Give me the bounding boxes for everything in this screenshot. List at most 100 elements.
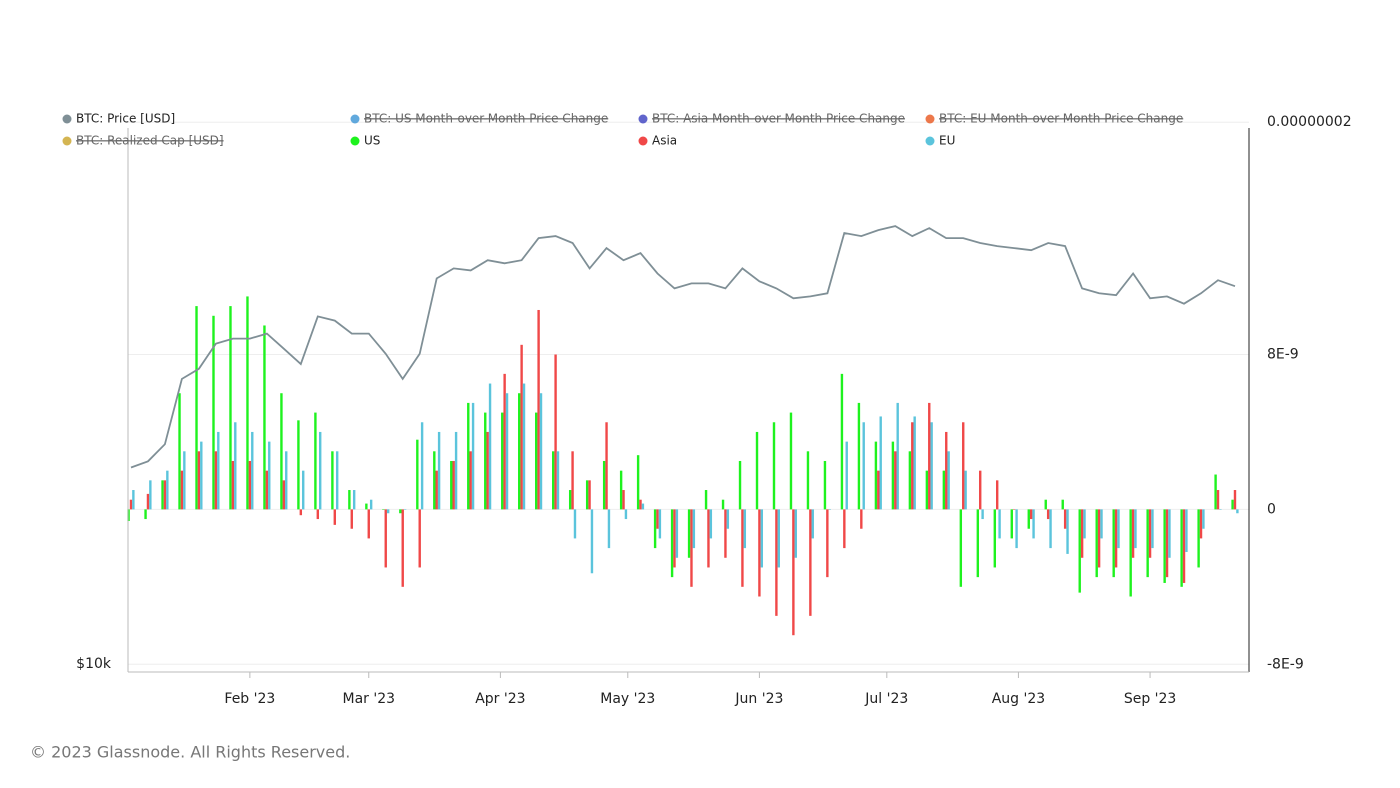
legend-label[interactable]: BTC: US Month-over-Month Price Change <box>364 112 608 126</box>
bar <box>178 393 181 510</box>
bar <box>1151 509 1154 549</box>
bar <box>573 509 577 539</box>
bar <box>200 441 203 510</box>
x-tick-label: Apr '23 <box>475 691 525 707</box>
bar <box>979 470 982 510</box>
bar <box>1095 509 1098 578</box>
bar <box>1129 509 1132 597</box>
bar <box>860 509 863 529</box>
bar <box>809 509 812 616</box>
bar <box>1134 509 1137 549</box>
bar <box>1066 509 1069 554</box>
bar <box>539 393 543 510</box>
bar <box>964 470 967 510</box>
bar <box>687 509 691 558</box>
bar <box>862 422 865 510</box>
bar <box>636 455 640 510</box>
bar <box>1012 509 1016 510</box>
y2-tick-label: -8E-9 <box>1267 656 1304 672</box>
bar <box>234 422 237 510</box>
bar <box>129 499 133 510</box>
bar <box>894 451 897 510</box>
bar <box>945 431 948 510</box>
bar <box>1117 509 1120 549</box>
bar <box>775 509 778 616</box>
bar <box>471 402 475 510</box>
bar <box>1080 509 1084 558</box>
x-tick-label: Jun '23 <box>734 691 783 707</box>
bar <box>568 490 572 510</box>
y2-tick-label: 0 <box>1267 501 1276 517</box>
bar <box>403 509 407 510</box>
legend-label[interactable]: BTC: Realized Cap [USD] <box>76 134 224 148</box>
bar <box>755 431 759 510</box>
x-tick-label: Aug '23 <box>992 691 1045 707</box>
bar <box>1231 499 1234 510</box>
bar <box>619 470 623 510</box>
bar <box>197 451 201 510</box>
bar <box>454 431 458 510</box>
bar <box>585 480 589 510</box>
bar <box>505 393 509 510</box>
bar <box>551 451 555 510</box>
legend-label[interactable]: BTC: EU Month-over-Month Price Change <box>939 112 1183 126</box>
bar <box>721 499 725 510</box>
legend-label[interactable]: BTC: Price [USD] <box>76 112 175 126</box>
bar <box>280 393 283 510</box>
bar <box>367 509 370 539</box>
bar <box>1112 509 1115 578</box>
legend-label[interactable]: Asia <box>652 134 677 148</box>
bar <box>1182 509 1186 583</box>
bar <box>369 499 373 510</box>
bar <box>1216 490 1220 510</box>
bar <box>777 509 780 568</box>
bars <box>127 296 1239 636</box>
bar <box>486 431 489 510</box>
bar <box>180 470 184 510</box>
bar <box>263 325 266 510</box>
bar <box>161 480 164 510</box>
bar <box>928 402 931 510</box>
bar <box>333 509 336 525</box>
bar <box>874 441 878 510</box>
bar <box>1032 509 1035 539</box>
bar <box>127 509 130 521</box>
bar <box>743 509 747 549</box>
legend: BTC: Price [USD] BTC: US Month-over-Month… <box>62 112 1183 148</box>
bar <box>930 422 933 510</box>
bar <box>1010 509 1013 539</box>
legend-label[interactable]: US <box>364 134 380 148</box>
bar <box>1063 509 1067 529</box>
bar <box>758 509 761 597</box>
bar <box>704 490 708 510</box>
bar <box>503 373 506 510</box>
bar <box>1199 509 1203 539</box>
bar <box>144 509 147 520</box>
bar <box>760 509 764 568</box>
bar <box>316 509 320 520</box>
bar <box>285 451 288 510</box>
bar <box>1202 509 1205 529</box>
bar <box>726 509 730 529</box>
bar <box>1214 474 1217 510</box>
bar <box>163 480 167 510</box>
legend-label[interactable]: BTC: Asia Month-over-Month Price Change <box>652 112 905 126</box>
lines <box>130 225 1236 469</box>
legend-swatch <box>62 136 72 146</box>
bar <box>857 402 861 510</box>
bar <box>1163 509 1166 583</box>
bar <box>418 509 421 568</box>
bar <box>879 416 882 510</box>
bar <box>947 451 950 510</box>
bar <box>792 509 795 636</box>
legend-swatch <box>350 136 360 146</box>
legend-label[interactable]: EU <box>939 134 955 148</box>
bar <box>195 306 198 510</box>
bar <box>707 509 710 568</box>
bar <box>1148 509 1152 558</box>
legend-swatch <box>62 114 72 124</box>
bar <box>132 490 135 510</box>
bar <box>229 306 232 510</box>
bar <box>488 383 492 510</box>
bar <box>299 509 303 516</box>
